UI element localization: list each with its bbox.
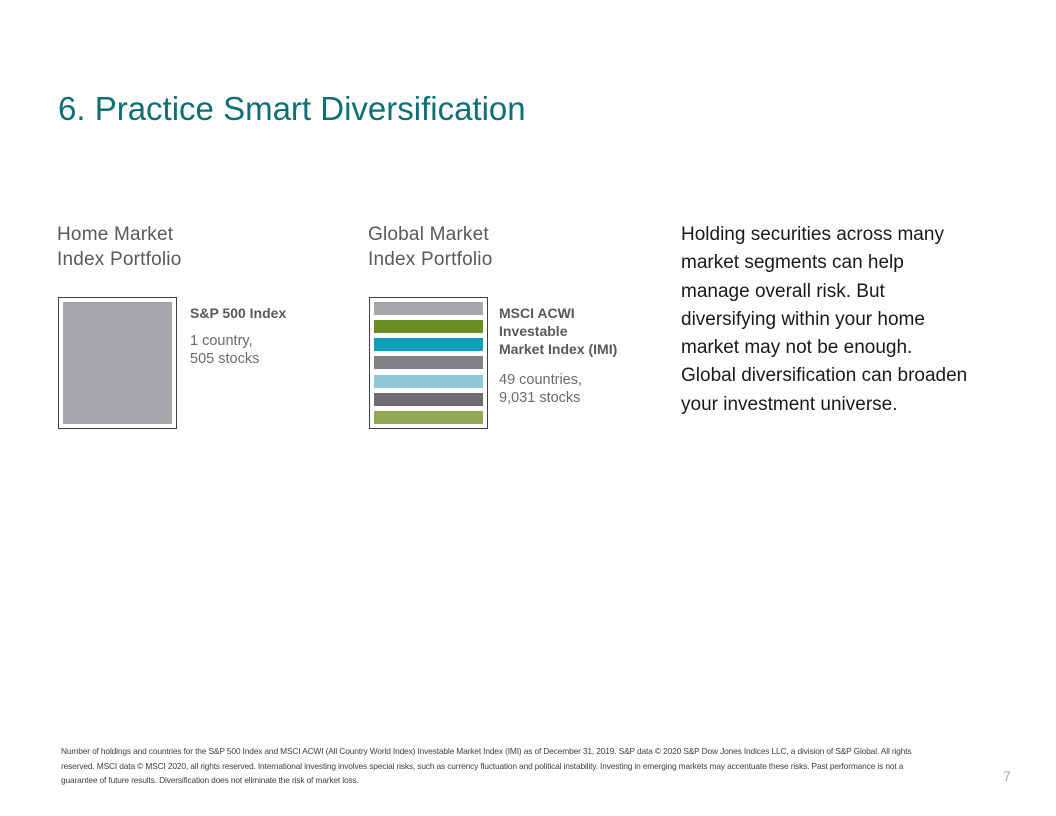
footnote-line-3: guarantee of future results. Diversifica… [61, 775, 359, 785]
global-stripe-2 [374, 320, 483, 333]
slide-title: 6. Practice Smart Diversification [58, 90, 526, 127]
global-index-stats: 49 countries, 9,031 stocks [499, 371, 582, 407]
global-stripe-3 [374, 338, 483, 351]
home-stats-line-1: 1 country, [190, 333, 253, 349]
home-index-name: S&P 500 Index [190, 304, 286, 322]
global-stats-line-1: 49 countries, [499, 372, 583, 388]
global-portfolio-heading: Global Market Index Portfolio [368, 222, 492, 272]
body-line-5: market may not be enough. [681, 337, 913, 359]
body-line-3: manage overall risk. But [681, 280, 885, 302]
home-stats-line-2: 505 stocks [190, 351, 260, 367]
home-index-stats: 1 country, 505 stocks [190, 332, 259, 368]
home-portfolio-block [63, 302, 172, 424]
home-heading-line-2: Index Portfolio [57, 249, 182, 270]
home-portfolio-heading: Home Market Index Portfolio [57, 222, 181, 272]
global-stripe-6 [374, 393, 483, 406]
global-heading-line-2: Index Portfolio [368, 249, 493, 270]
global-heading-line-1: Global Market [368, 224, 489, 245]
body-line-7: your investment universe. [681, 393, 898, 415]
home-index-name-text: S&P 500 Index [190, 305, 287, 321]
global-stripe-7 [374, 411, 483, 424]
page-number: 7 [1003, 768, 1011, 784]
home-portfolio-graphic [58, 297, 177, 429]
global-index-name: MSCI ACWI Investable Market Index (IMI) [499, 304, 617, 358]
body-line-2: market segments can help [681, 252, 904, 274]
global-index-name-line-2: Investable [499, 323, 568, 339]
footnote-line-2: reserved. MSCI data © MSCI 2020, all rig… [61, 760, 904, 771]
home-heading-line-1: Home Market [57, 224, 174, 245]
global-stats-line-2: 9,031 stocks [499, 390, 581, 406]
body-line-6: Global diversification can broaden [681, 365, 968, 387]
footnote: Number of holdings and countries for the… [61, 744, 1001, 788]
global-stripe-5 [374, 375, 483, 388]
body-paragraph: Holding securities across many market se… [681, 221, 967, 419]
footnote-line-1: Number of holdings and countries for the… [61, 746, 912, 756]
body-line-1: Holding securities across many [681, 224, 944, 245]
body-line-4: diversifying within your home [681, 308, 925, 330]
global-index-name-line-3: Market Index (IMI) [499, 341, 618, 357]
global-stripe-1 [374, 302, 483, 315]
global-index-name-line-1: MSCI ACWI [499, 305, 575, 321]
global-stripe-4 [374, 356, 483, 369]
global-portfolio-graphic [369, 297, 488, 429]
